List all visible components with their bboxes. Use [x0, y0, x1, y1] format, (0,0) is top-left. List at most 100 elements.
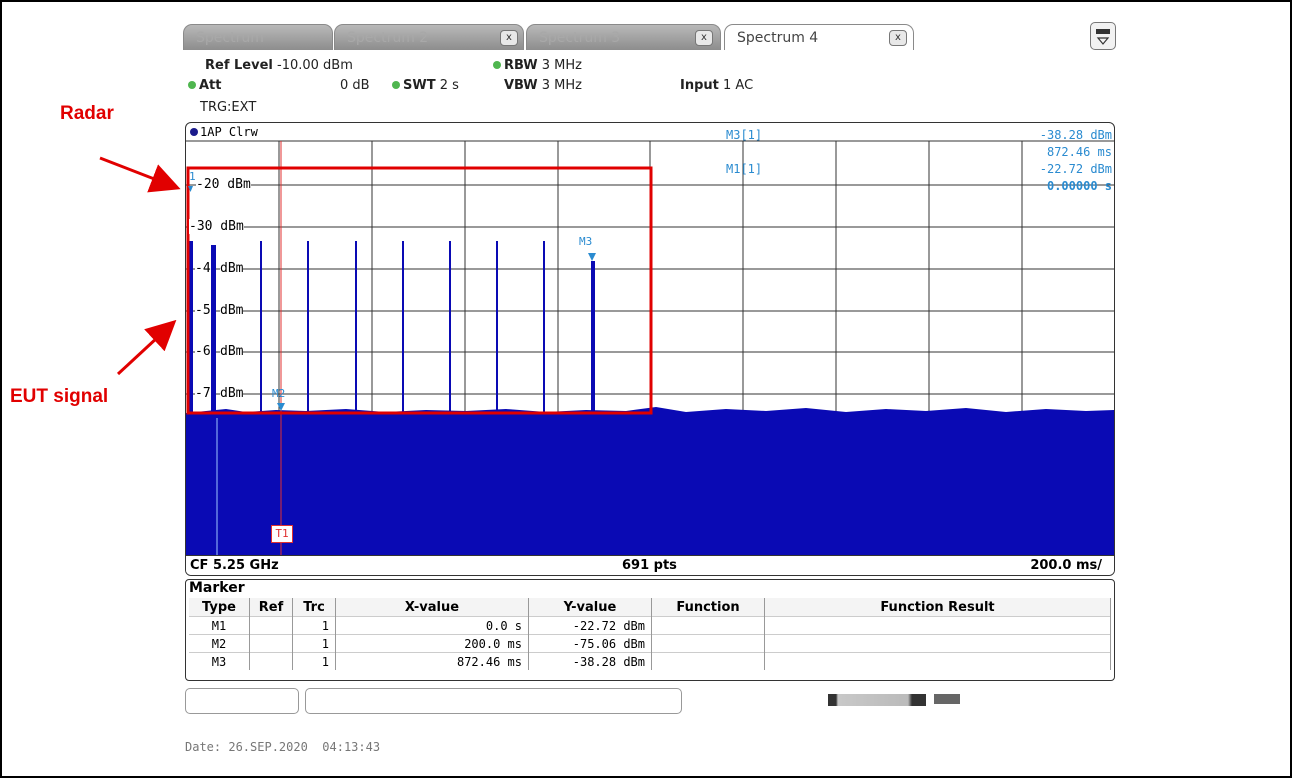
status-field-1[interactable] — [185, 688, 299, 714]
vbw-label: VBW — [504, 78, 538, 93]
radar-annotation: Radar — [60, 103, 114, 124]
swt-value: 2 s — [439, 78, 459, 93]
close-icon[interactable]: x — [695, 30, 713, 46]
tab-label: Spectrum 2 — [347, 30, 429, 46]
y-label-50-unit: dBm — [220, 303, 244, 318]
tab-spectrum[interactable]: Spectrum — [183, 24, 333, 50]
marker-m1-value: -22.72 dBm — [1039, 162, 1112, 176]
cell-x-value: 872.46 ms — [335, 652, 529, 670]
swt-label: SWT — [403, 78, 436, 93]
marker-m1-time: 0.00000 s — [1046, 179, 1112, 193]
status-dot-icon — [188, 81, 196, 89]
status-dot-icon — [392, 81, 400, 89]
col-function-result: Function Result — [764, 598, 1111, 617]
ref-level-value: -10.00 dBm — [277, 58, 353, 73]
col-y-value: Y-value — [528, 598, 652, 617]
cell-function — [651, 616, 765, 635]
col-type: Type — [189, 598, 250, 617]
marker-table-panel: Marker Type Ref Trc X-value Y-value Func… — [185, 579, 1115, 681]
cell-ref — [249, 634, 293, 653]
marker-table-title: Marker — [189, 580, 245, 596]
close-icon[interactable]: x — [500, 30, 518, 46]
table-header-row: Type Ref Trc X-value Y-value Function Fu… — [189, 598, 1111, 617]
marker-m1-name: M1[1] — [726, 162, 763, 176]
tab-label: Spectrum 3 — [539, 30, 621, 46]
trace-label-text: 1AP Clrw — [200, 125, 258, 139]
rbw-value: 3 MHz — [541, 58, 582, 73]
eut-annotation: EUT signal — [10, 386, 109, 407]
col-trc: Trc — [292, 598, 336, 617]
cell-function-result — [764, 616, 1111, 635]
close-icon[interactable]: x — [889, 30, 907, 46]
trace-pulses — [189, 241, 595, 416]
cell-function-result — [764, 634, 1111, 653]
marker-m3-value: -38.28 dBm — [1039, 128, 1112, 142]
table-row[interactable]: M2 1 200.0 ms -75.06 dBm — [189, 634, 1111, 653]
tab-spectrum-3[interactable]: Spectrum 3 x — [526, 24, 721, 50]
y-label-50: -5 — [195, 303, 211, 318]
marker-table: Type Ref Trc X-value Y-value Function Fu… — [189, 598, 1111, 670]
status-field-2[interactable] — [305, 688, 682, 714]
input-value: 1 AC — [723, 78, 754, 93]
swt: SWT 2 s — [392, 78, 459, 93]
sweep-points: 691 pts — [622, 558, 677, 573]
tab-spectrum-4[interactable]: Spectrum 4 x — [724, 24, 914, 50]
ref-level: Ref Level -10.00 dBm — [205, 58, 353, 73]
cell-function-result — [764, 652, 1111, 670]
att: Att — [188, 78, 222, 93]
cell-type: M2 — [189, 634, 250, 653]
cell-trc: 1 — [292, 652, 336, 670]
radar-box — [186, 166, 653, 415]
marker-m1-label: 1 — [189, 170, 196, 183]
marker-m3-time: 872.46 ms — [1046, 145, 1112, 159]
tab-label: Spectrum 4 — [737, 30, 819, 46]
y-label-20: -20 dBm — [196, 177, 251, 192]
cell-trc: 1 — [292, 616, 336, 635]
y-label-40: -4 — [195, 261, 211, 276]
annotation-arrows — [99, 156, 181, 376]
menu-icon[interactable] — [1090, 22, 1116, 50]
tab-spectrum-2[interactable]: Spectrum 2 x — [334, 24, 524, 50]
y-label-60-unit: dBm — [220, 344, 244, 359]
cell-function — [651, 634, 765, 653]
cell-x-value: 0.0 s — [335, 616, 529, 635]
marker-m1-icon — [188, 186, 193, 192]
att-value: 0 dB — [340, 78, 370, 93]
cell-ref — [249, 652, 293, 670]
table-row[interactable]: M3 1 872.46 ms -38.28 dBm — [189, 652, 1111, 670]
y-label-70: -7 — [195, 386, 211, 401]
trigger-status: TRG:EXT — [200, 100, 257, 115]
marker-m3-name: M3[1] — [726, 128, 763, 142]
cell-type: M3 — [189, 652, 250, 670]
y-label-40-unit: dBm — [220, 261, 244, 276]
y-label-70-unit: dBm — [220, 386, 244, 401]
cell-ref — [249, 616, 293, 635]
input-label: Input — [680, 78, 719, 93]
plot-footer: CF 5.25 GHz 691 pts 200.0 ms/ — [186, 555, 1114, 575]
plot-canvas — [186, 140, 1114, 556]
col-x-value: X-value — [335, 598, 529, 617]
tab-label: Spectrum — [196, 30, 264, 46]
spectrum-plot[interactable]: 1AP Clrw -20 dBm -30 dBm -4 dBm -5 dBm -… — [185, 122, 1115, 576]
ref-level-label: Ref Level — [205, 58, 273, 73]
cell-x-value: 200.0 ms — [335, 634, 529, 653]
center-frequency: CF 5.25 GHz — [190, 558, 279, 573]
y-label-60: -6 — [195, 344, 211, 359]
rbw-label: RBW — [504, 58, 538, 73]
date-line: Date: 26.SEP.2020 04:13:43 — [185, 740, 381, 754]
col-ref: Ref — [249, 598, 293, 617]
status-dot-icon — [493, 61, 501, 69]
table-row[interactable]: M1 1 0.0 s -22.72 dBm — [189, 616, 1111, 635]
y-label-30: -30 dBm — [189, 219, 244, 234]
status-icon — [934, 694, 960, 704]
trace-dot-icon — [190, 128, 198, 136]
time-per-division: 200.0 ms/ — [1030, 558, 1102, 573]
att-label: Att — [199, 78, 222, 93]
cell-function — [651, 652, 765, 670]
cell-y-value: -75.06 dBm — [528, 634, 652, 653]
noise-floor — [186, 407, 1114, 555]
cell-y-value: -38.28 dBm — [528, 652, 652, 670]
radar-arrow-icon — [99, 156, 181, 193]
trace-label: 1AP Clrw — [190, 125, 258, 139]
